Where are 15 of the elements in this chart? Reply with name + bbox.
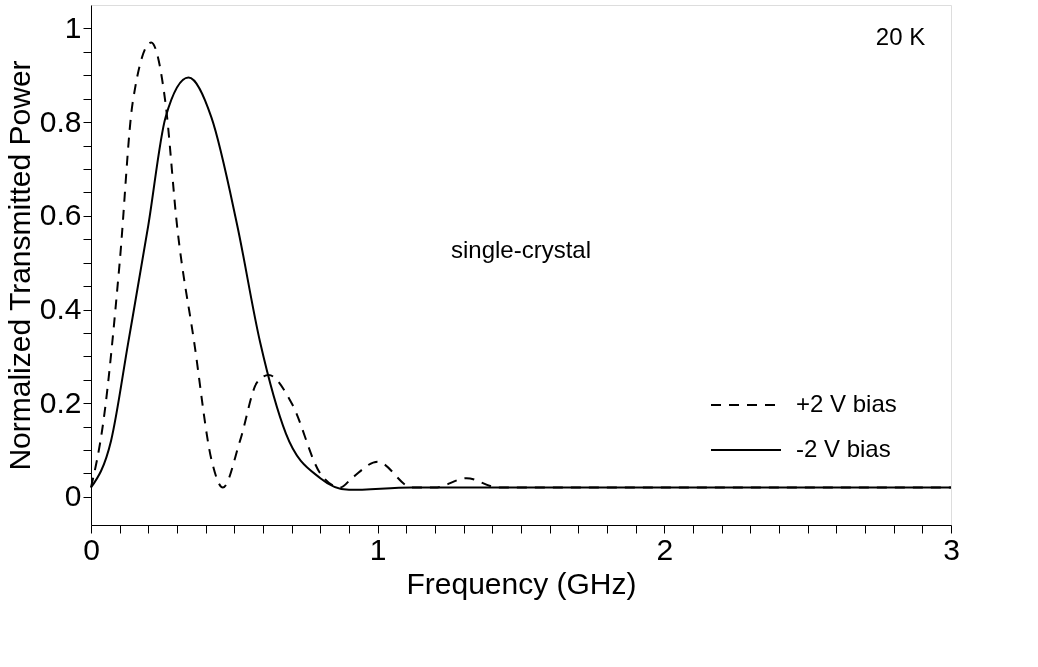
y-axis-title: Normalized Transmitted Power	[2, 60, 36, 471]
y-tick-label: 0.4	[39, 292, 82, 325]
x-tick-label: 1	[369, 532, 387, 566]
legend-label: +2 V bias	[796, 390, 897, 417]
legend-label: -2 V bias	[796, 435, 891, 462]
x-tick-label: 2	[656, 532, 674, 566]
y-tick-label: 0.8	[39, 104, 82, 138]
annotation: single-crystal	[450, 236, 592, 263]
y-tick-label: 0.6	[39, 198, 82, 232]
annotation: 20 K	[875, 22, 926, 50]
y-tick-label: 0	[64, 479, 82, 513]
x-axis-title: Frequency (GHz)	[406, 566, 637, 600]
x-tick-label: 3	[943, 532, 960, 566]
y-tick-label: 0.2	[39, 385, 82, 419]
y-tick-label: 1	[64, 10, 82, 44]
